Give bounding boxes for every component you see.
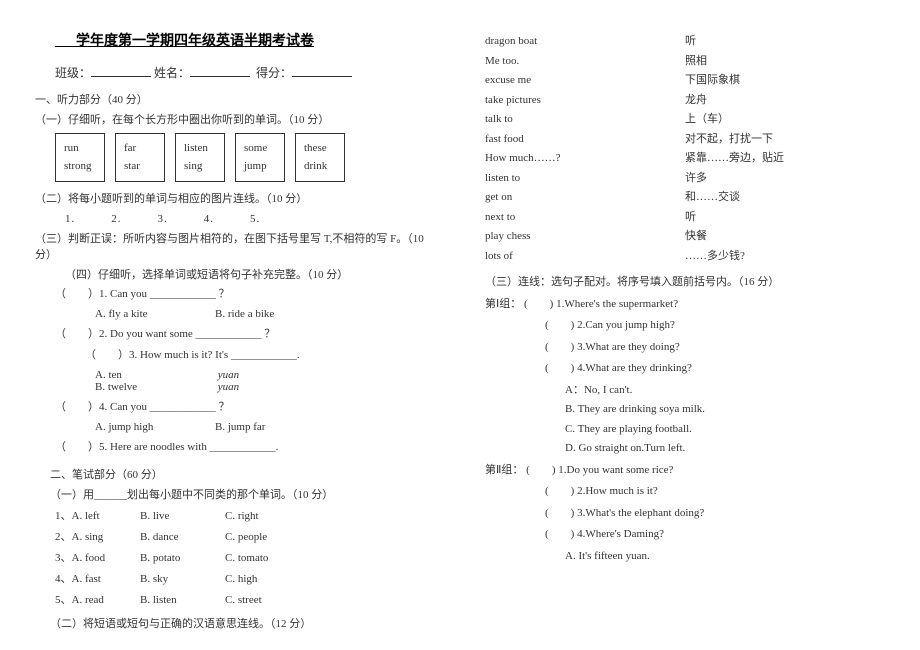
match-row: dragon boat听 [485, 33, 885, 50]
match-zh: ……多少钱? [685, 248, 885, 265]
listening-p1: （一）仔细听，在每个长方形中圈出你听到的单词。（10 分） [35, 111, 435, 127]
match-row: How much……?紧靠……旁边，贴近 [485, 150, 885, 167]
g1-q4: ( ) 4.What are they drinking? [545, 360, 885, 377]
match-zh: 对不起，打扰一下 [685, 131, 885, 148]
g2-a1: A. It's fifteen yuan. [565, 548, 885, 565]
word-boxes: runstrong farstar listensing somejump th… [55, 133, 435, 182]
match-row: listen to许多 [485, 170, 885, 187]
match-en: listen to [485, 170, 685, 187]
word-box: listensing [175, 133, 225, 182]
match-row: play chess快餐 [485, 228, 885, 245]
class-label: 班级： [55, 66, 91, 80]
odd-heading: （一）用______划出每小题中不同类的那个单词。（10 分） [50, 486, 435, 502]
match-row: fast food对不起，打扰一下 [485, 131, 885, 148]
g2-q1: ( ) 1.Do you want some rice? [526, 464, 673, 476]
match-zh: 听 [685, 209, 885, 226]
match-zh: 紧靠……旁边，贴近 [685, 150, 885, 167]
group2: 第Ⅱ组： ( ) 1.Do you want some rice? [485, 462, 885, 479]
odd-row: 4、A. fastB. skyC. high [55, 570, 435, 586]
g1-q2: ( ) 2.Can you jump high? [545, 317, 885, 334]
listening-heading: 一、听力部分（40 分） [35, 91, 435, 107]
match-list: dragon boat听Me too.照相excuse me下国际象棋take … [485, 33, 885, 264]
listening-p3: （三）判断正误：所听内容与图片相符的，在图下括号里写 T,不相符的写 F。（10… [35, 230, 435, 262]
q4-stem: （ ）4. Can you ____________ ？ [55, 399, 435, 417]
listening-p4: （四）仔细听，选择单词或短语将句子补充完整。（10 分） [65, 266, 435, 282]
match-row: excuse me下国际象棋 [485, 72, 885, 89]
q4-options: A. jump highB. jump far [95, 421, 435, 433]
group1: 第Ⅰ组： ( ) 1.Where's the supermarket? [485, 296, 885, 313]
match-en: fast food [485, 131, 685, 148]
listening-p2: （二）将每小题听到的单词与相应的图片连线。（10 分） [35, 190, 435, 206]
match-row: get on和……交谈 [485, 189, 885, 206]
q2-stem: （ ）2. Do you want some ____________ ？ [55, 326, 435, 344]
q3-options: A. ten yuan B. twelve yuan [95, 369, 435, 393]
name-label: 姓名： [154, 66, 190, 80]
match-row: next to听 [485, 209, 885, 226]
match-row: lots of……多少钱? [485, 248, 885, 265]
match-zh: 听 [685, 33, 885, 50]
match-en: How much……? [485, 150, 685, 167]
match-zh: 下国际象棋 [685, 72, 885, 89]
match-heading: （二）将短语或短句与正确的汉语意思连线。（12 分） [50, 615, 435, 631]
q3-stem: （ ）3. How much is it? It's ____________. [85, 347, 435, 365]
word-box: runstrong [55, 133, 105, 182]
match-en: next to [485, 209, 685, 226]
match-zh: 照相 [685, 53, 885, 70]
q5-stem: （ ）5. Here are noodles with ____________… [55, 439, 435, 457]
match-zh: 快餐 [685, 228, 885, 245]
match-en: talk to [485, 111, 685, 128]
g2-q3: ( ) 3.What's the elephant doing? [545, 505, 885, 522]
match-row: take pictures龙舟 [485, 92, 885, 109]
g1-a1: A：No, I can't. [565, 382, 885, 399]
exam-title: ___学年度第一学期四年级英语半期考试卷 [55, 30, 435, 50]
odd-row: 1、A. leftB. liveC. right [55, 507, 435, 523]
score-label: 得分： [256, 66, 292, 80]
odd-row: 2、A. singB. danceC. people [55, 528, 435, 544]
g1-a2: B. They are drinking soya milk. [565, 401, 885, 418]
match-row: Me too.照相 [485, 53, 885, 70]
match-zh: 和……交谈 [685, 189, 885, 206]
g1-q3: ( ) 3.What are they doing? [545, 339, 885, 356]
match-en: take pictures [485, 92, 685, 109]
word-box: somejump [235, 133, 285, 182]
g1-a3: C. They are playing football. [565, 421, 885, 438]
g1-a4: D. Go straight on.Turn left. [565, 440, 885, 457]
odd-row: 5、A. readB. listenC. street [55, 591, 435, 607]
g2-q4: ( ) 4.Where's Daming? [545, 526, 885, 543]
written-heading: 二、笔试部分（60 分） [50, 466, 435, 482]
match-row: talk to上（车） [485, 111, 885, 128]
q1-options: A. fly a kiteB. ride a bike [95, 308, 435, 320]
match-en: play chess [485, 228, 685, 245]
match-zh: 龙舟 [685, 92, 885, 109]
group2-label: 第Ⅱ组： [485, 464, 523, 476]
match-en: excuse me [485, 72, 685, 89]
match-en: lots of [485, 248, 685, 265]
match-en: Me too. [485, 53, 685, 70]
g1-q1: ( ) 1.Where's the supermarket? [524, 298, 678, 310]
section3-heading: （三）连线：选句子配对。将序号填入题前括号内。（16 分） [485, 274, 885, 291]
match-en: dragon boat [485, 33, 685, 50]
match-en: get on [485, 189, 685, 206]
group1-label: 第Ⅰ组： [485, 298, 521, 310]
picture-numbers: 1. 2. 3. 4. 5. [65, 210, 435, 226]
odd-row: 3、A. foodB. potatoC. tomato [55, 549, 435, 565]
student-info: 班级： 姓名： 得分： [55, 64, 435, 81]
word-box: farstar [115, 133, 165, 182]
q1-stem: （ ）1. Can you ____________ ？ [55, 286, 435, 304]
match-zh: 上（车） [685, 111, 885, 128]
match-zh: 许多 [685, 170, 885, 187]
word-box: thesedrink [295, 133, 345, 182]
g2-q2: ( ) 2.How much is it? [545, 483, 885, 500]
